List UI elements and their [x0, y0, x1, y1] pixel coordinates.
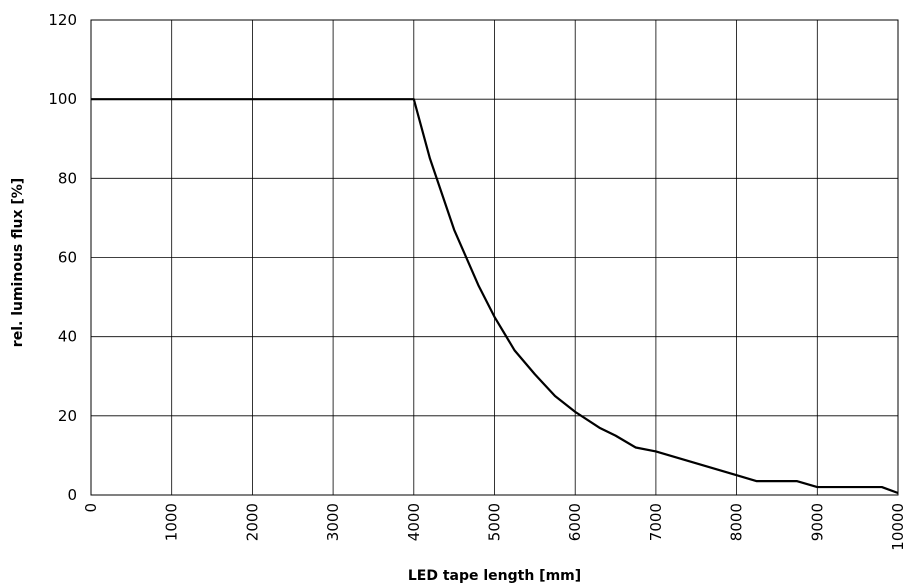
- x-tick-label: 7000: [647, 503, 665, 541]
- y-axis-title: rel. luminous flux [%]: [10, 178, 26, 347]
- y-tick-label: 20: [58, 407, 77, 425]
- y-tick-label: 100: [48, 90, 77, 108]
- x-tick-label: 2000: [243, 503, 261, 541]
- x-axis-title: LED tape length [mm]: [408, 568, 581, 584]
- x-tick-label: 0: [82, 503, 100, 513]
- plot-frame: [90, 19, 899, 496]
- x-tick-label: 3000: [324, 503, 342, 541]
- x-tick-label: 1000: [163, 503, 181, 541]
- x-tick-label: 4000: [405, 503, 423, 541]
- x-tick-label: 10000: [889, 503, 907, 551]
- x-tick-label: 5000: [486, 503, 504, 541]
- x-axis-ticks: 0 1000 2000 3000 4000 5000 6000 7000 8000 9000 100…: [82, 503, 907, 551]
- y-tick-label: 120: [48, 11, 77, 29]
- y-tick-label: 40: [58, 328, 77, 346]
- y-axis-ticks: 0 20 40 60 80 100 120: [48, 11, 77, 504]
- grid: [90, 19, 899, 496]
- y-tick-label: 60: [58, 249, 77, 267]
- x-tick-label: 9000: [808, 503, 826, 541]
- series-line: [91, 98, 899, 495]
- series-layer: [91, 98, 899, 495]
- y-tick-label: 0: [67, 486, 77, 504]
- y-tick-label: 80: [58, 169, 77, 187]
- x-tick-label: 8000: [728, 503, 746, 541]
- x-tick-label: 6000: [566, 503, 584, 541]
